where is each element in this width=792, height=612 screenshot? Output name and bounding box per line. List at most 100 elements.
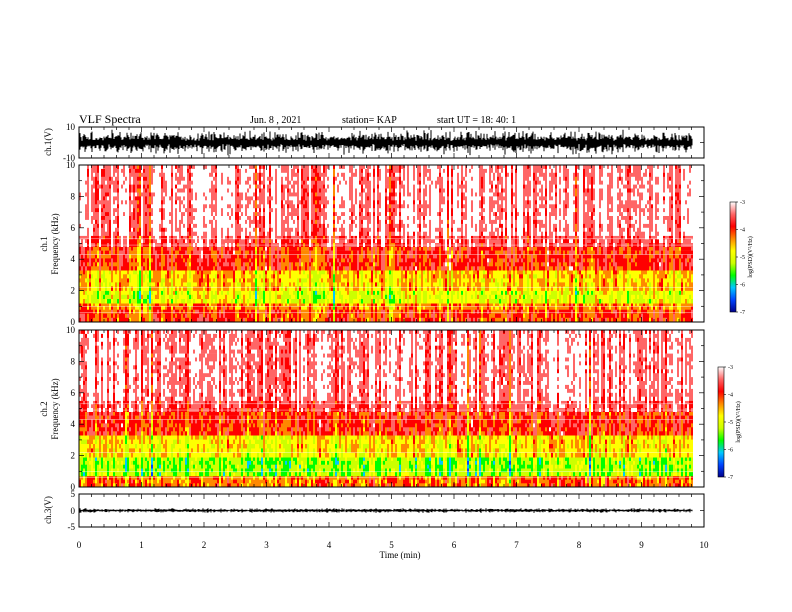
spectrogram-cell bbox=[135, 172, 137, 177]
spectrogram-cell bbox=[157, 235, 159, 240]
spectrogram-cell bbox=[157, 172, 159, 177]
spectrogram-cell bbox=[127, 216, 129, 221]
spectrogram-cell bbox=[189, 180, 191, 185]
spectrogram-cell bbox=[253, 204, 255, 209]
spectrogram-cell bbox=[101, 246, 103, 251]
spectrogram-cell bbox=[169, 223, 171, 229]
spectrogram-cell bbox=[81, 294, 83, 300]
spectrogram-cell bbox=[133, 270, 135, 275]
spectrogram-cell bbox=[279, 303, 281, 307]
spectrogram-cell bbox=[195, 270, 197, 275]
spectrogram-cell bbox=[169, 254, 171, 259]
spectrogram-cell bbox=[181, 270, 183, 275]
spectrogram-cell bbox=[135, 235, 137, 240]
spectrogram-cell bbox=[151, 200, 153, 205]
spectrogram-cell bbox=[315, 200, 317, 205]
spectrogram-cell bbox=[267, 200, 269, 205]
spectrogram-cell bbox=[211, 216, 213, 221]
spectrogram-cell bbox=[271, 282, 273, 287]
spectrogram-cell bbox=[199, 313, 201, 319]
spectrogram-cell bbox=[83, 294, 85, 300]
spectrogram-cell bbox=[219, 192, 221, 197]
spectrogram-cell bbox=[209, 250, 211, 255]
spectrogram-cell bbox=[113, 192, 115, 197]
spectrogram-cell bbox=[221, 303, 223, 307]
spectrogram-cell bbox=[139, 313, 141, 319]
spectrogram-cell bbox=[187, 184, 189, 189]
spectrogram-cell bbox=[297, 235, 299, 240]
spectrogram-cell bbox=[157, 168, 159, 174]
spectrogram-cell bbox=[175, 282, 177, 287]
spectrogram-cell bbox=[147, 270, 149, 275]
spectrogram-cell bbox=[223, 254, 225, 259]
spectrogram-cell bbox=[195, 168, 197, 174]
spectrogram-cell bbox=[113, 227, 115, 232]
spectrogram-cell bbox=[263, 309, 265, 314]
spectrogram-cell bbox=[157, 219, 159, 225]
spectrogram-cell bbox=[275, 286, 277, 291]
spectrogram-cell bbox=[305, 262, 307, 267]
spectrogram-cell bbox=[211, 208, 213, 213]
spectrogram-cell bbox=[107, 239, 109, 244]
spectrogram-cell bbox=[293, 254, 295, 259]
spectrogram-cell bbox=[291, 270, 293, 275]
spectrogram-cell bbox=[125, 165, 127, 170]
spectrogram-cell bbox=[177, 176, 179, 181]
spectrogram-cell bbox=[301, 227, 303, 232]
spectrogram-cell bbox=[267, 168, 269, 174]
spectrogram-cell bbox=[127, 172, 129, 177]
spectrogram-cell bbox=[123, 258, 125, 263]
spectrogram-cell bbox=[309, 216, 311, 221]
spectrogram-cell bbox=[185, 239, 187, 244]
spectrogram-cell bbox=[195, 303, 197, 307]
spectrogram-cell bbox=[149, 188, 151, 193]
spectrogram-cell bbox=[287, 239, 289, 244]
spectrogram-cell bbox=[315, 192, 317, 197]
spectrogram-cell bbox=[161, 250, 163, 255]
spectrogram-cell bbox=[169, 172, 171, 177]
spectrogram-cell bbox=[161, 212, 163, 217]
spectrogram-cell bbox=[127, 192, 129, 197]
spectrogram-cell bbox=[157, 282, 159, 287]
spectrogram-cell bbox=[129, 172, 131, 177]
spectrogram-cell bbox=[167, 303, 169, 307]
spectrogram-cell bbox=[79, 212, 81, 217]
spectrogram-cell bbox=[173, 266, 175, 271]
spectrogram-cell bbox=[109, 231, 111, 236]
spectrogram-cell bbox=[223, 313, 225, 319]
spectrogram-cell bbox=[85, 286, 87, 291]
spectrogram-cell bbox=[281, 172, 283, 177]
spectrogram-cell bbox=[249, 196, 251, 201]
spectrogram-cell bbox=[171, 196, 173, 201]
spectrogram-cell bbox=[213, 294, 215, 300]
spectrogram-cell bbox=[121, 176, 123, 181]
spectrogram-cell bbox=[181, 262, 183, 267]
spectrogram-cell bbox=[87, 282, 89, 287]
spectrogram-cell bbox=[279, 274, 281, 279]
spectrogram-cell bbox=[277, 274, 279, 279]
spectrogram-cell bbox=[227, 216, 229, 221]
spectrogram-cell bbox=[105, 223, 107, 229]
spectrogram-cell bbox=[319, 168, 321, 174]
spectrogram-cell bbox=[313, 227, 315, 232]
spectrogram-cell bbox=[99, 282, 101, 287]
spectrogram-cell bbox=[317, 313, 319, 319]
spectrogram-cell bbox=[289, 176, 291, 181]
spectrogram-cell bbox=[85, 278, 87, 283]
spectrogram-cell bbox=[161, 258, 163, 263]
spectrogram-cell bbox=[251, 235, 253, 240]
spectrogram-cell bbox=[319, 239, 321, 244]
spectrogram-cell bbox=[161, 165, 163, 170]
spectrogram-cell bbox=[137, 212, 139, 217]
spectrogram-cell bbox=[145, 196, 147, 201]
spectrogram-cell bbox=[321, 286, 323, 291]
spectrogram-cell bbox=[175, 306, 177, 310]
spectrogram-cell bbox=[153, 208, 155, 213]
spectrogram-cell bbox=[237, 216, 239, 221]
spectrogram-cell bbox=[301, 165, 303, 170]
spectrogram-cell bbox=[217, 216, 219, 221]
spectrogram-cell bbox=[91, 278, 93, 283]
spectrogram-cell bbox=[263, 176, 265, 181]
spectrogram-cell bbox=[205, 208, 207, 213]
spectrogram-cell bbox=[173, 227, 175, 232]
